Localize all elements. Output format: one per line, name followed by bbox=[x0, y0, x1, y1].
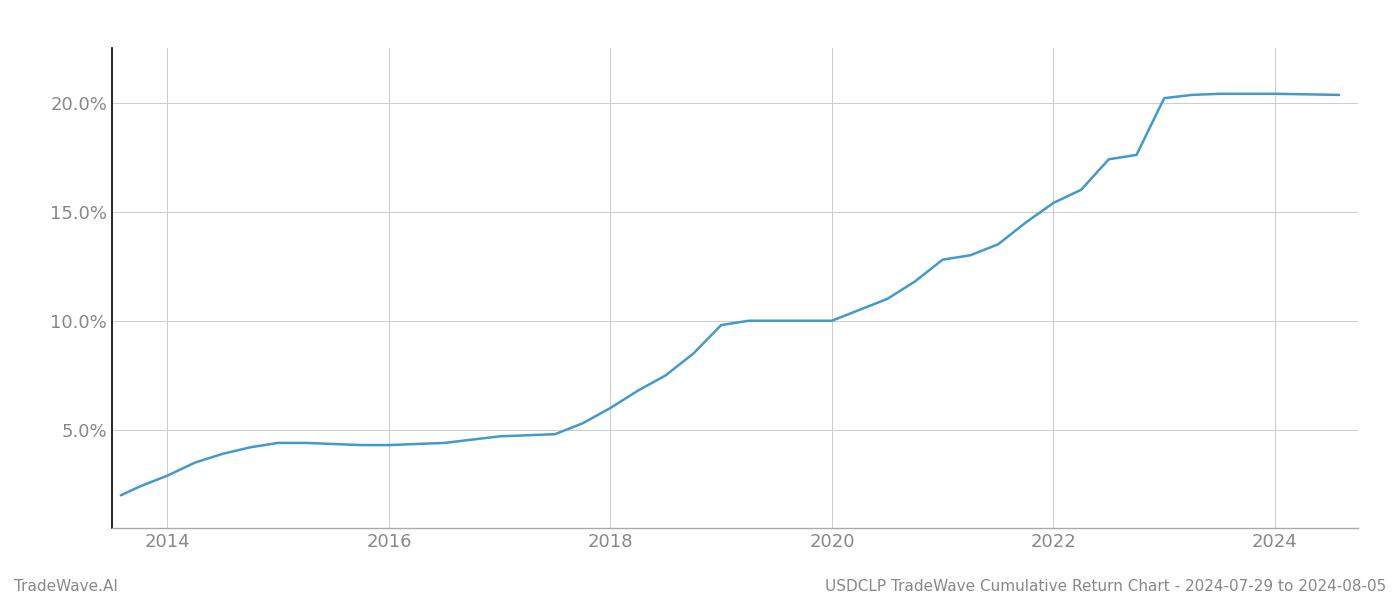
Text: USDCLP TradeWave Cumulative Return Chart - 2024-07-29 to 2024-08-05: USDCLP TradeWave Cumulative Return Chart… bbox=[825, 579, 1386, 594]
Text: TradeWave.AI: TradeWave.AI bbox=[14, 579, 118, 594]
